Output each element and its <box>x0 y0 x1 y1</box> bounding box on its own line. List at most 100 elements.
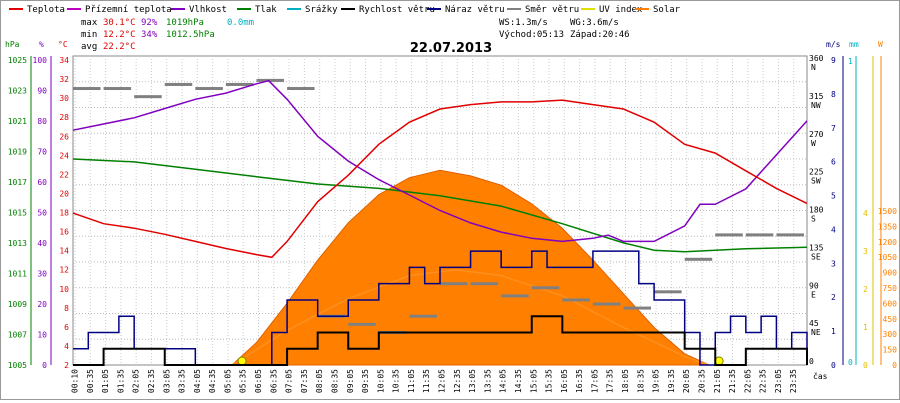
windspeed-tick: 7 <box>831 124 836 133</box>
legend: Teplota Přízemní teplota Vlhkost Tlak Srážky… <box>9 5 681 15</box>
wind-dir-mark <box>745 233 774 237</box>
humidity-tick: 100 <box>33 56 48 65</box>
wind-dir-mark <box>531 286 560 290</box>
temperature-tick: 18 <box>59 209 69 218</box>
solar-tick: 0 <box>892 361 897 370</box>
temperature-tick: 32 <box>59 75 69 84</box>
pressure-tick: 1015 <box>8 209 27 218</box>
winddir-tick-compass: N <box>811 63 816 72</box>
temperature-tick: 24 <box>59 151 69 160</box>
axis-unit-humidity: % <box>39 40 44 49</box>
winddir-tick: 180 <box>809 206 824 215</box>
axis-unit-windspeed: m/s <box>826 40 841 49</box>
solar-tick: 1200 <box>878 238 897 247</box>
x-tick-label: 22:05 <box>743 369 752 393</box>
wind-dir-mark <box>440 282 468 286</box>
solar-tick: 600 <box>883 299 898 308</box>
x-tick-label: 06:35 <box>269 369 278 393</box>
winddir-tick-compass: S <box>811 215 816 224</box>
axis-unit-temperature: °C <box>58 40 68 49</box>
humidity-tick: 90 <box>37 87 47 96</box>
temperature-tick: 12 <box>59 266 69 275</box>
windspeed-tick: 2 <box>831 293 836 302</box>
stat-min-hum: 34% <box>141 30 158 40</box>
solar-tick: 300 <box>883 330 898 339</box>
legend-label: Přízemní teplota <box>85 5 172 15</box>
wind-dir-mark <box>195 87 223 91</box>
wind-dir-mark <box>225 82 254 86</box>
winddir-tick: 45 <box>809 319 819 328</box>
legend-label: Srážky <box>305 5 338 15</box>
x-tick-label: 00:35 <box>86 369 95 393</box>
winddir-tick: 225 <box>809 168 824 177</box>
temperature-tick: 10 <box>59 285 69 294</box>
pressure-tick: 1023 <box>8 87 27 96</box>
x-tick-label: 21:35 <box>728 369 737 393</box>
x-tick-label: 05:05 <box>223 369 232 393</box>
temperature-tick: 6 <box>64 323 69 332</box>
x-tick-label: 18:05 <box>621 369 630 393</box>
legend-label: Směr větru <box>525 5 579 15</box>
wind-speed-line <box>73 315 808 366</box>
x-tick-label: 20:35 <box>697 369 706 393</box>
x-tick-label: 13:35 <box>483 369 492 393</box>
stat-avg-label: avg <box>81 42 97 52</box>
axes: 1025102310211019101710151013101110091007… <box>8 54 897 370</box>
humidity-tick: 40 <box>37 239 47 248</box>
x-tick-label: 22:35 <box>759 369 768 393</box>
x-tick-label: 19:35 <box>667 369 676 393</box>
winddir-tick: 360 <box>809 54 824 63</box>
stat-min-temp: 12.2°C <box>103 30 136 40</box>
legend-label: Rychlost větru <box>359 5 435 15</box>
axis-unit-solar: W <box>878 40 883 49</box>
winddir-tick-compass: E <box>811 290 816 299</box>
pressure-tick: 1017 <box>8 178 27 187</box>
humidity-tick: 10 <box>37 331 47 340</box>
x-tick-label: 11:05 <box>407 369 416 393</box>
stat-avg-temp: 22.2°C <box>103 42 136 52</box>
humidity-tick: 20 <box>37 300 47 309</box>
x-tick-label: 03:35 <box>178 369 187 393</box>
pressure-line <box>72 158 808 253</box>
winddir-tick-compass: SW <box>811 177 821 186</box>
x-tick-label: 18:35 <box>636 369 645 393</box>
x-tick-label: 01:35 <box>116 369 125 393</box>
legend-label: Teplota <box>27 5 65 15</box>
x-tick-label: 17:35 <box>606 369 615 393</box>
x-tick-label: 08:35 <box>330 369 339 393</box>
sunset-marker <box>714 356 724 366</box>
x-tick-label: 14:35 <box>514 369 523 393</box>
solar-tick: 900 <box>883 269 898 278</box>
wind-dir-mark <box>348 322 376 326</box>
temperature-tick: 28 <box>59 113 69 122</box>
x-tick-label: 10:35 <box>392 369 401 393</box>
axis-unit-pressure: hPa <box>5 40 20 49</box>
x-tick-label: 04:05 <box>193 369 202 393</box>
wind-dir-mark <box>409 314 437 318</box>
winddir-tick: 90 <box>809 281 819 290</box>
windspeed-tick: 4 <box>831 225 836 234</box>
winddir-tick-compass: W <box>811 139 816 148</box>
x-tick-label: 02:35 <box>147 369 156 393</box>
temperature-tick: 26 <box>59 132 69 141</box>
wind-dir-mark <box>715 233 743 237</box>
wind-wg: WG:3.6m/s <box>570 18 619 28</box>
x-tick-label: 12:35 <box>453 369 462 393</box>
x-tick-label: 08:05 <box>315 369 324 393</box>
x-tick-label: 19:05 <box>652 369 661 393</box>
pressure-tick: 1011 <box>8 270 27 279</box>
humidity-tick: 30 <box>37 270 47 279</box>
windspeed-tick: 6 <box>831 158 836 167</box>
x-tick-label: 05:35 <box>239 369 248 393</box>
temperature-tick: 14 <box>59 247 69 256</box>
x-tick-label: 09:35 <box>361 369 370 393</box>
solar-tick: 450 <box>883 315 898 324</box>
windspeed-tick: 5 <box>831 192 836 201</box>
wind-dir-mark <box>592 302 621 306</box>
uv-tick: 4 <box>863 209 868 218</box>
winddir-tick: 315 <box>809 92 824 101</box>
x-tick-label: 21:05 <box>713 369 722 393</box>
solar-tick: 750 <box>883 284 898 293</box>
x-tick-label: 14:05 <box>499 369 508 393</box>
